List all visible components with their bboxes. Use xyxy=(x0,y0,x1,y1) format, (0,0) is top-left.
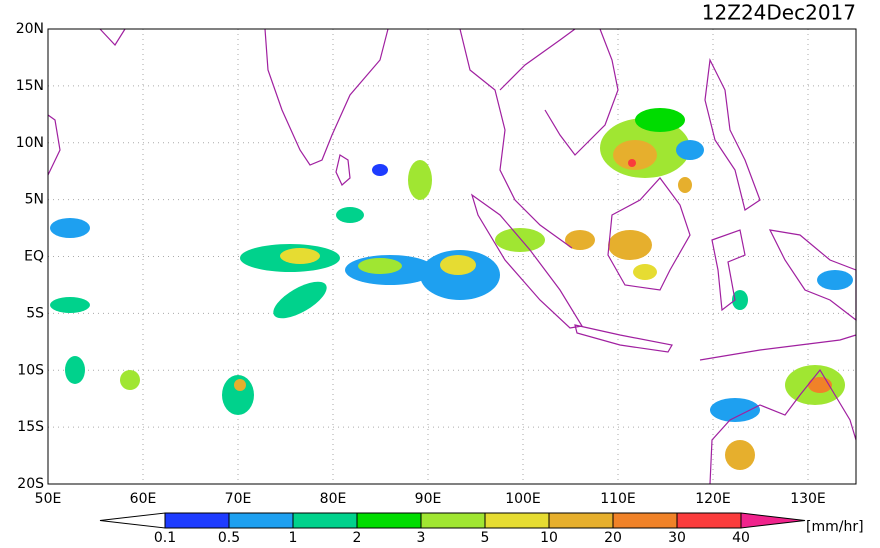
lon-label: 70E xyxy=(225,491,252,507)
colorbar-segment xyxy=(420,512,486,529)
colorbar-segment xyxy=(292,512,358,529)
lat-label: EQ xyxy=(24,249,44,265)
colorbar-level: 0.5 xyxy=(218,530,240,544)
colorbar-level: 5 xyxy=(481,530,490,544)
lat-label: 20S xyxy=(17,476,44,492)
colorbar-over xyxy=(740,512,806,529)
lat-label: 15N xyxy=(16,78,44,94)
precipitation xyxy=(50,108,853,470)
map-frame xyxy=(47,28,857,485)
lat-label: 5S xyxy=(26,305,44,321)
colorbar-segment xyxy=(548,512,614,529)
lat-label: 10S xyxy=(17,362,44,378)
lat-label: 10N xyxy=(16,135,44,151)
colorbar-level: 1 xyxy=(289,530,298,544)
colorbar-level: 2 xyxy=(353,530,362,544)
lat-label: 20N xyxy=(16,21,44,37)
colorbar-level: 0.1 xyxy=(154,530,176,544)
lon-label: 60E xyxy=(130,491,157,507)
lon-label: 80E xyxy=(320,491,347,507)
map-title: 12Z24Dec2017 xyxy=(702,1,856,25)
colorbar-segment xyxy=(484,512,550,529)
lon-label: 120E xyxy=(695,491,731,507)
lon-label: 100E xyxy=(505,491,541,507)
colorbar-segment xyxy=(164,512,230,529)
colorbar-segment xyxy=(676,512,742,529)
lon-label: 50E xyxy=(35,491,62,507)
colorbar: 0.1 0.5 1 2 3 5 10 20 30 40 xyxy=(99,512,806,546)
coastlines xyxy=(47,28,857,485)
lon-label: 130E xyxy=(790,491,826,507)
colorbar-unit: [mm/hr] xyxy=(806,519,864,535)
lat-label: 5N xyxy=(25,192,44,208)
colorbar-level: 3 xyxy=(417,530,426,544)
colorbar-segment xyxy=(612,512,678,529)
colorbar-segment xyxy=(356,512,422,529)
grid xyxy=(48,29,856,484)
lon-label: 90E xyxy=(415,491,442,507)
colorbar-segment xyxy=(228,512,294,529)
colorbar-level: 40 xyxy=(732,530,750,544)
colorbar-level: 30 xyxy=(668,530,686,544)
lat-label: 15S xyxy=(17,419,44,435)
colorbar-level: 20 xyxy=(604,530,622,544)
lon-label: 110E xyxy=(600,491,636,507)
colorbar-level: 10 xyxy=(540,530,558,544)
